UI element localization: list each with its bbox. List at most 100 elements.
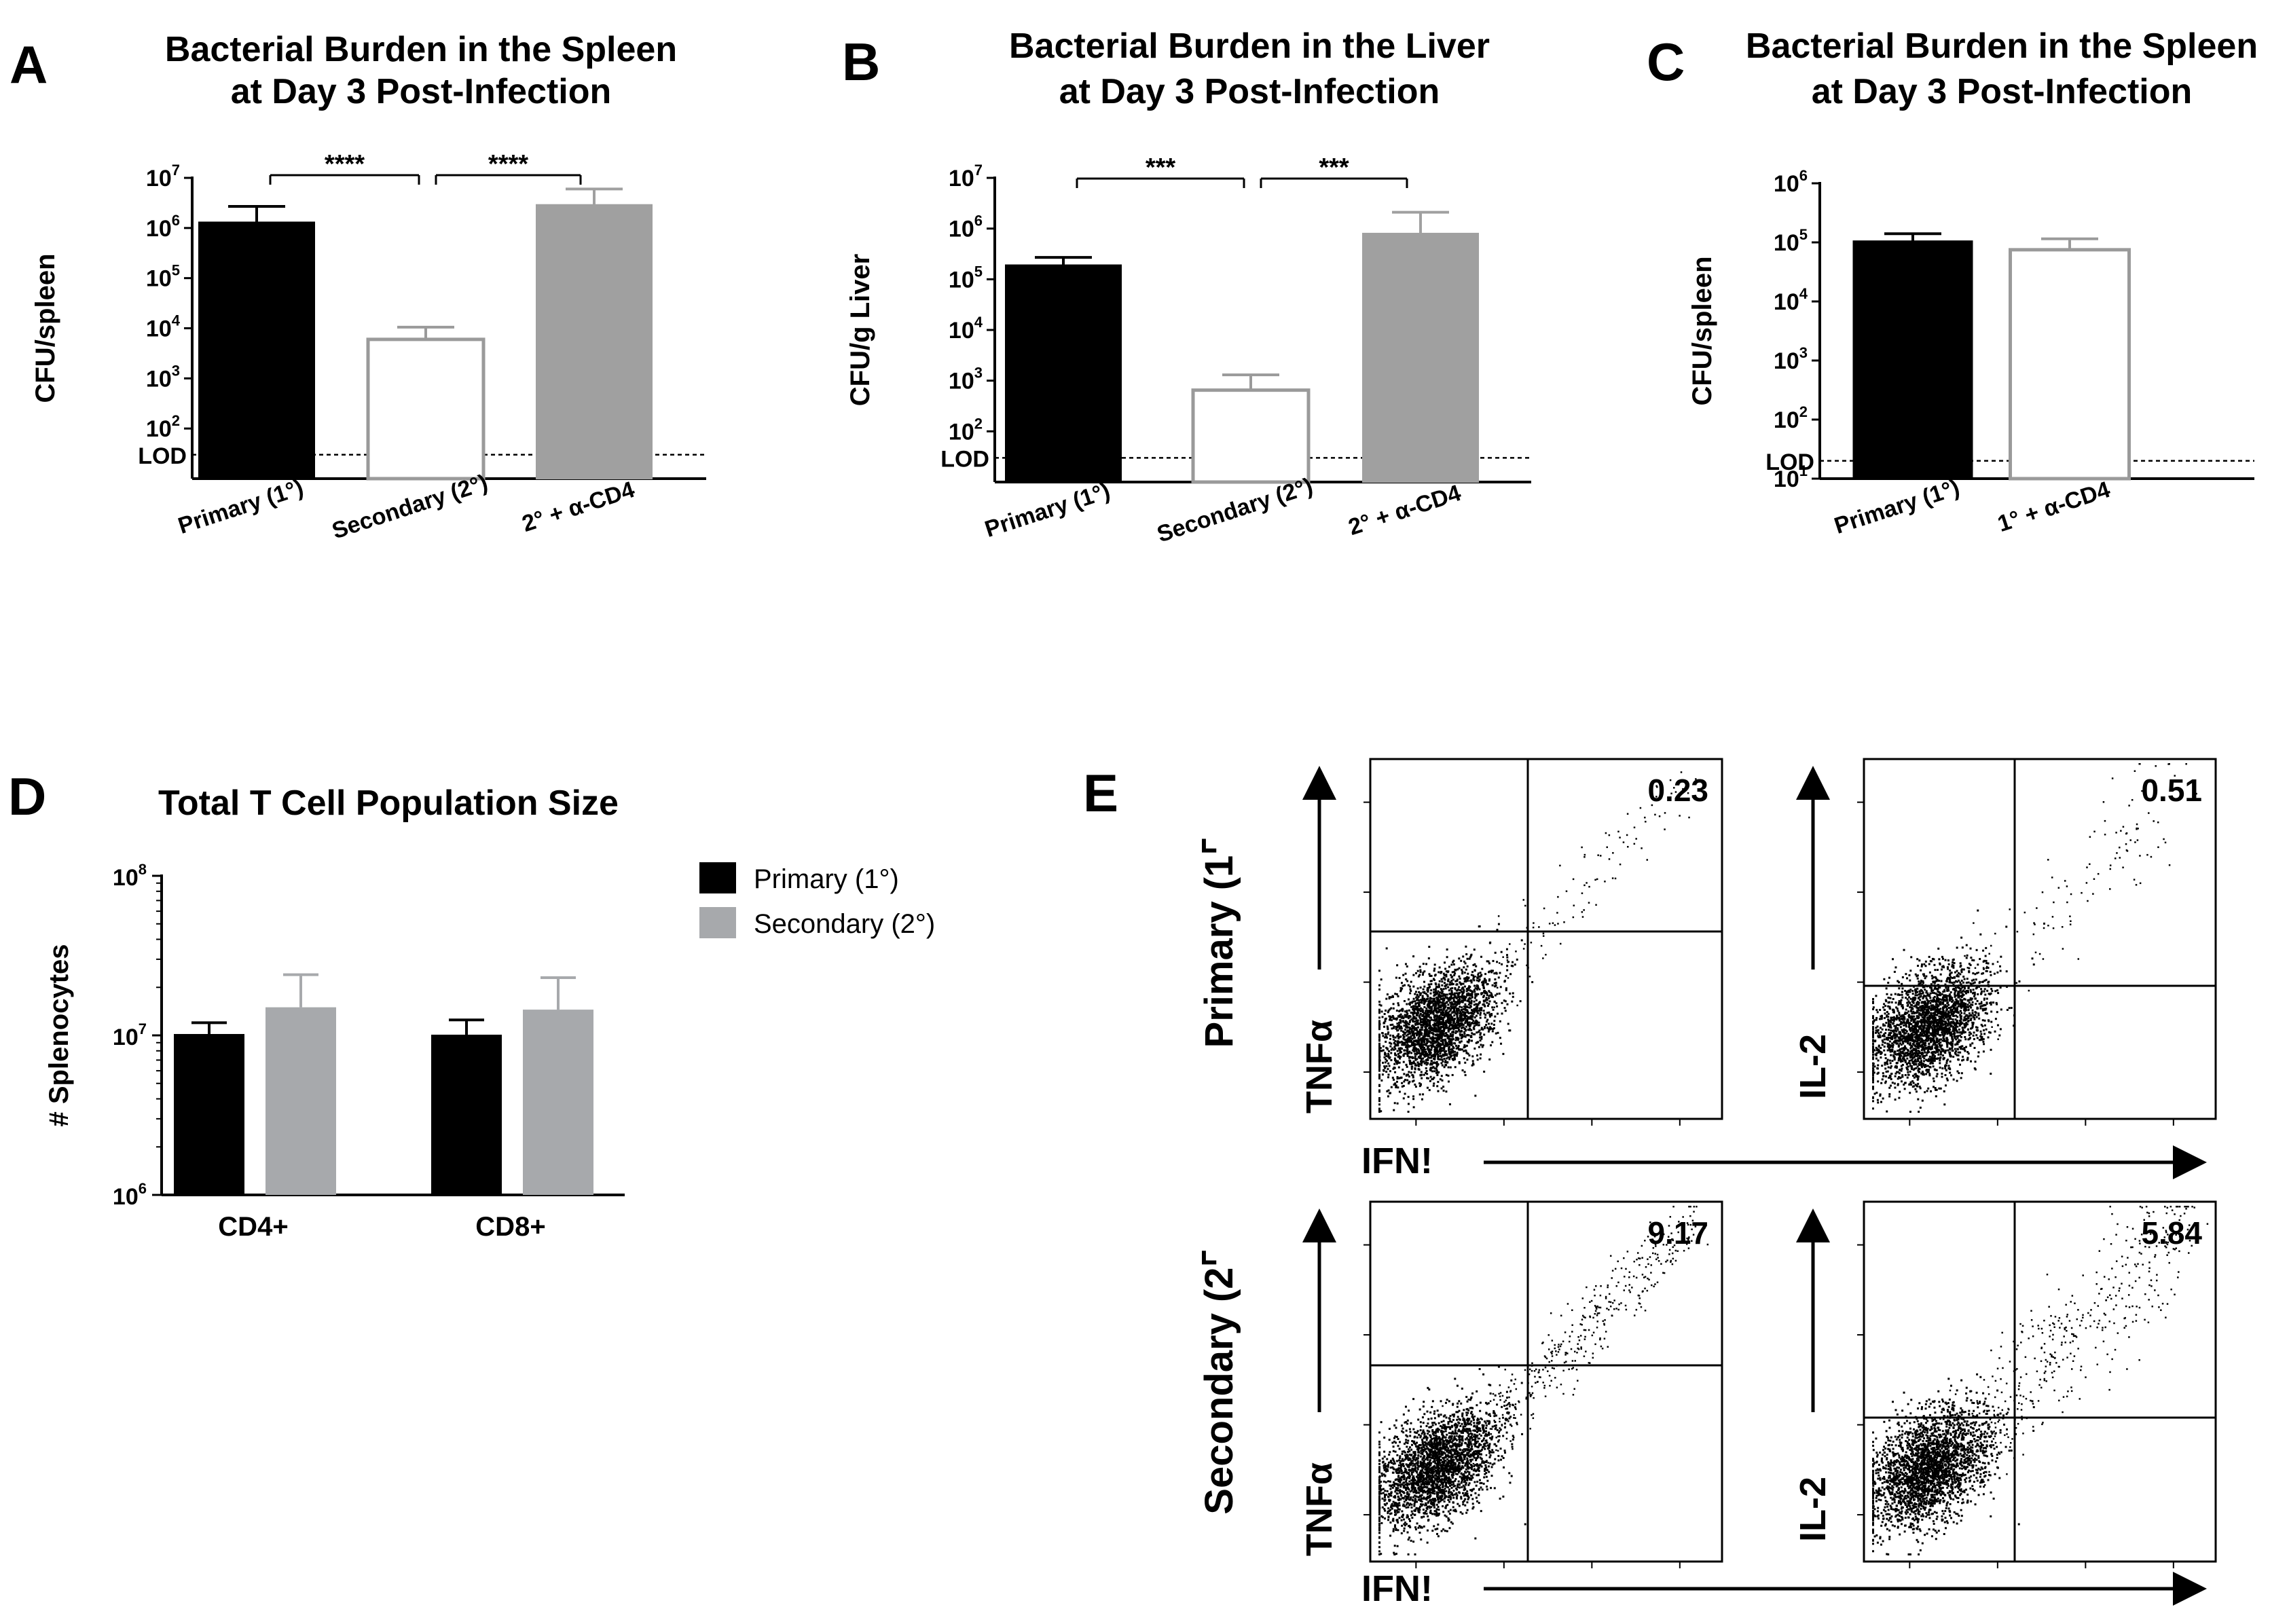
flow-dot bbox=[1906, 1054, 1909, 1056]
flow-dot bbox=[1418, 1001, 1421, 1004]
flow-dot bbox=[1467, 1052, 1469, 1055]
flow-dot bbox=[1991, 990, 1994, 993]
flow-dot bbox=[1423, 985, 1426, 988]
flow-dot bbox=[1450, 1041, 1453, 1044]
flow-dot bbox=[1950, 1025, 1953, 1027]
flow-dot bbox=[1388, 1065, 1391, 1067]
flow-dot bbox=[1445, 1073, 1448, 1076]
flow-dot bbox=[1884, 1041, 1886, 1044]
flow-dot bbox=[1892, 1018, 1894, 1021]
flow-dot bbox=[1487, 960, 1490, 963]
flow-dot bbox=[2008, 1007, 2011, 1010]
flow-dot bbox=[1926, 999, 1928, 1001]
flow-dot bbox=[1429, 1010, 1431, 1012]
flow-dot bbox=[1453, 1024, 1456, 1027]
flow-dot bbox=[1394, 1017, 1397, 1020]
flow-dot bbox=[1975, 1016, 1978, 1018]
flow-dot bbox=[1981, 1038, 1983, 1041]
flow-dot bbox=[1983, 1043, 1985, 1046]
flow-dot bbox=[1435, 1069, 1438, 1072]
flow-dot bbox=[1572, 878, 1575, 881]
flow-dot bbox=[1458, 1028, 1461, 1031]
flow-dot bbox=[1409, 988, 1412, 991]
flow-dot bbox=[1964, 1025, 1967, 1027]
flow-dot bbox=[1974, 973, 1977, 976]
flow-dot bbox=[1408, 1075, 1410, 1078]
flow-dot bbox=[1516, 958, 1518, 961]
flow-dot bbox=[1907, 1068, 1909, 1071]
flow-dot bbox=[1872, 1020, 1874, 1023]
flow-dot bbox=[1460, 1037, 1463, 1039]
flow-dot bbox=[1451, 975, 1454, 978]
flow-dot bbox=[1936, 1011, 1939, 1014]
flow-dot bbox=[1419, 1047, 1422, 1050]
flow-dot bbox=[1457, 1023, 1460, 1026]
flow-dot bbox=[1972, 1016, 1975, 1018]
flow-dot bbox=[1471, 1039, 1473, 1042]
flow-dot bbox=[1418, 1008, 1421, 1010]
flow-dot bbox=[1977, 963, 1979, 966]
flow-dot bbox=[1980, 992, 1983, 995]
flow-dot bbox=[1445, 1050, 1448, 1052]
flow-dot bbox=[1886, 1011, 1888, 1014]
flow-dot bbox=[1915, 1090, 1918, 1093]
flow-dot bbox=[1942, 996, 1945, 999]
flow-dot bbox=[1387, 1031, 1390, 1034]
flow-dot bbox=[1941, 1075, 1943, 1078]
flow-dot bbox=[1565, 890, 1568, 892]
flow-dot bbox=[1415, 1017, 1418, 1020]
flow-dot bbox=[1892, 1022, 1895, 1025]
flow-dot bbox=[1382, 1045, 1385, 1048]
flow-dot bbox=[1444, 1054, 1446, 1056]
flow-dot bbox=[1962, 976, 1965, 978]
flow-dot bbox=[1434, 1020, 1437, 1022]
flow-dot bbox=[1916, 1001, 1919, 1003]
flow-dot bbox=[1924, 1091, 1926, 1094]
flow-dot bbox=[1935, 977, 1937, 980]
flow-dot bbox=[1884, 1005, 1887, 1008]
flow-dot bbox=[1441, 1079, 1444, 1082]
flow-dot bbox=[1412, 1030, 1415, 1033]
flow-dot bbox=[1484, 973, 1487, 976]
flow-dot bbox=[1444, 1003, 1446, 1005]
flow-dot bbox=[1412, 1032, 1414, 1035]
panel-letter: A bbox=[10, 35, 48, 94]
flow-dot bbox=[1474, 976, 1476, 978]
flow-dot bbox=[1928, 1058, 1930, 1060]
flow-dot bbox=[1929, 1039, 1932, 1041]
flow-dot bbox=[1581, 892, 1583, 894]
flow-dot bbox=[1916, 958, 1919, 961]
flow-dot bbox=[1952, 1050, 1954, 1052]
flow-dot bbox=[1886, 1016, 1888, 1018]
flow-dot bbox=[1395, 1060, 1398, 1063]
flow-dot bbox=[1459, 1025, 1461, 1027]
flow-dot bbox=[1435, 1063, 1438, 1065]
flow-dot bbox=[1948, 993, 1951, 996]
flow-dot bbox=[1465, 1014, 1468, 1017]
flow-dot bbox=[1947, 1041, 1949, 1044]
flow-dot bbox=[1904, 1011, 1907, 1014]
flow-dot bbox=[1925, 1032, 1928, 1035]
y-tick-label: 102 bbox=[146, 412, 180, 442]
flow-dot bbox=[1622, 841, 1625, 843]
flow-dot bbox=[1956, 980, 1958, 983]
flow-dot bbox=[1531, 981, 1534, 984]
flow-dot bbox=[1933, 1016, 1936, 1019]
flow-dot bbox=[1430, 1046, 1433, 1049]
flow-dot bbox=[1389, 1017, 1391, 1020]
flow-dot bbox=[1411, 1080, 1414, 1083]
flow-dot bbox=[1942, 1031, 1945, 1033]
flow-dot bbox=[1920, 1001, 1923, 1004]
flow-dot bbox=[1390, 1016, 1393, 1019]
flow-dot bbox=[1939, 998, 1941, 1001]
flow-dot bbox=[1939, 962, 1941, 965]
flow-dot bbox=[1916, 1084, 1918, 1087]
flow-dot bbox=[1897, 1050, 1899, 1052]
flow-dot bbox=[1428, 1021, 1431, 1024]
flow-dot bbox=[1433, 1055, 1436, 1058]
flow-dot bbox=[1911, 1015, 1914, 1018]
flow-dot bbox=[1405, 1026, 1408, 1029]
flow-dot bbox=[1452, 1046, 1454, 1048]
flow-dot bbox=[1457, 1029, 1460, 1032]
flow-dot bbox=[1414, 1005, 1416, 1008]
